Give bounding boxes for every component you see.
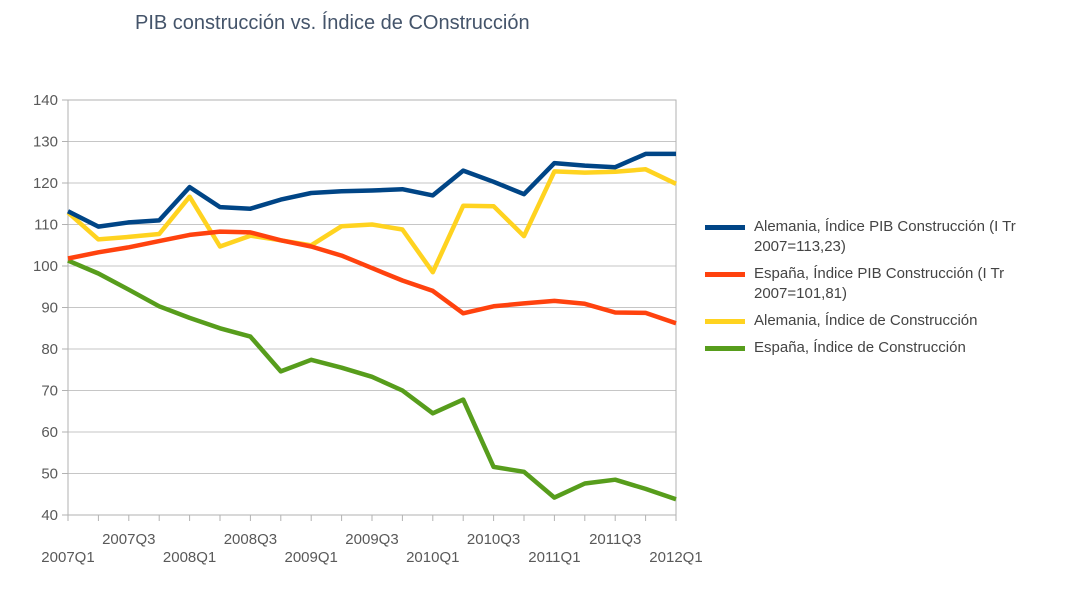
legend-item-espana-pib: España, Índice PIB Construcción (I Tr 20… xyxy=(705,264,1081,304)
y-axis-tick-label: 80 xyxy=(41,341,58,358)
y-axis-tick-label: 130 xyxy=(33,134,58,151)
chart-legend: Alemania, Índice PIB Construcción (I Tr … xyxy=(705,217,1081,365)
x-axis-tick-label: 2007Q3 xyxy=(102,531,155,548)
legend-item-alemania-indice: Alemania, Índice de Construcción xyxy=(705,311,1081,331)
legend-item-alemania-pib: Alemania, Índice PIB Construcción (I Tr … xyxy=(705,217,1081,257)
legend-label-espana-indice: España, Índice de Construcción xyxy=(754,339,966,356)
y-axis-tick-label: 100 xyxy=(33,258,58,275)
y-axis-tick-label: 50 xyxy=(41,466,58,483)
y-axis-tick-label: 60 xyxy=(41,424,58,441)
series-line-alemania-indice-de-construccion xyxy=(66,167,677,275)
x-axis-tick-label: 2010Q1 xyxy=(406,549,459,566)
series-line-espana-indice-pib-construccion xyxy=(67,229,677,326)
line-chart-plot-area: 40 50 60 70 80 90 100 110 120 130 140 2007Q1 2007Q3 2… xyxy=(33,92,703,566)
y-axis-tick-label: 90 xyxy=(41,300,58,317)
x-axis-tick-label: 2011Q1 xyxy=(528,549,580,566)
y-axis-tick-label: 70 xyxy=(41,383,58,400)
legend-item-espana-indice: España, Índice de Construcción xyxy=(705,338,1081,358)
y-axis-tick-label: 110 xyxy=(34,217,58,234)
legend-swatch-alemania-pib xyxy=(705,225,745,230)
series-line-alemania-indice-pib-construccion xyxy=(66,151,676,229)
x-axis-tick-label: 2009Q1 xyxy=(285,549,338,566)
legend-label-alemania-indice: Alemania, Índice de Construcción xyxy=(754,312,978,329)
legend-label-alemania-pib: Alemania, Índice PIB Construcción (I Tr … xyxy=(754,218,1016,255)
x-axis-tick-label: 2010Q3 xyxy=(467,531,520,548)
legend-swatch-espana-pib xyxy=(705,272,745,277)
legend-swatch-alemania-indice xyxy=(705,319,745,324)
x-axis-tick-label: 2007Q1 xyxy=(41,549,94,566)
legend-swatch-espana-indice xyxy=(705,346,745,351)
y-axis-tick-label: 40 xyxy=(41,507,58,524)
series-line-espana-indice-de-construccion xyxy=(67,258,677,502)
x-axis-tick-label: 2011Q3 xyxy=(589,531,641,548)
y-axis-tick-label: 140 xyxy=(33,92,58,109)
legend-label-espana-pib: España, Índice PIB Construcción (I Tr 20… xyxy=(754,265,1005,302)
x-axis-tick-label: 2012Q1 xyxy=(649,549,702,566)
x-axis-tick-label: 2008Q3 xyxy=(224,531,277,548)
x-axis-tick-label: 2009Q3 xyxy=(345,531,398,548)
chart-title: PIB construcción vs. Índice de COnstrucc… xyxy=(135,12,530,34)
x-axis-tick-label: 2008Q1 xyxy=(163,549,216,566)
y-axis-tick-label: 120 xyxy=(33,175,58,192)
